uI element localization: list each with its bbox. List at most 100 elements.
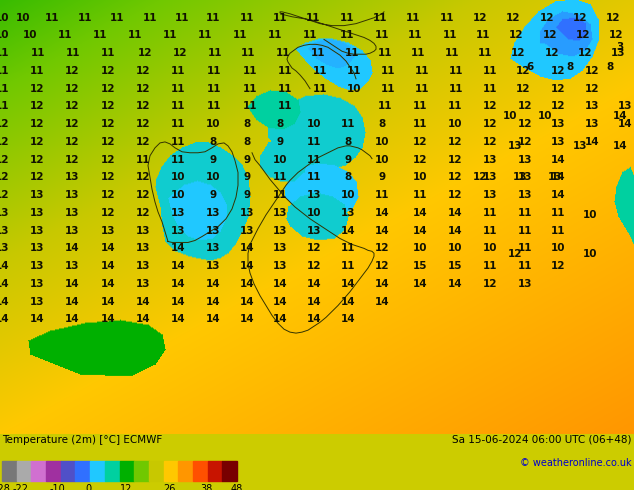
Text: 10: 10 xyxy=(413,172,427,182)
Text: 13: 13 xyxy=(171,225,185,236)
Text: 12: 12 xyxy=(543,30,557,41)
Text: 15: 15 xyxy=(413,261,427,271)
Text: 12: 12 xyxy=(101,137,115,147)
Text: 9: 9 xyxy=(209,155,217,165)
Text: 11: 11 xyxy=(381,66,395,76)
Text: 12: 12 xyxy=(518,137,533,147)
Text: 14: 14 xyxy=(307,314,321,324)
Text: 11: 11 xyxy=(206,13,220,23)
Bar xyxy=(207,461,223,481)
Text: 11: 11 xyxy=(243,66,257,76)
Text: 12: 12 xyxy=(65,155,79,165)
Text: 10: 10 xyxy=(413,244,427,253)
Text: 12: 12 xyxy=(0,137,10,147)
Text: 14: 14 xyxy=(307,279,321,289)
Bar xyxy=(31,461,46,481)
Text: -10: -10 xyxy=(50,484,65,490)
Text: 11: 11 xyxy=(303,30,317,41)
Text: 14: 14 xyxy=(375,225,389,236)
Text: 14: 14 xyxy=(240,244,254,253)
Text: 12: 12 xyxy=(482,101,497,111)
Text: 11: 11 xyxy=(478,48,492,58)
Text: 13: 13 xyxy=(551,137,566,147)
Text: 8: 8 xyxy=(378,119,385,129)
Text: 12: 12 xyxy=(448,190,462,200)
Text: 14: 14 xyxy=(551,172,566,182)
Text: 11: 11 xyxy=(243,101,257,111)
Bar xyxy=(46,461,61,481)
Text: 13: 13 xyxy=(482,155,497,165)
Text: 12: 12 xyxy=(101,190,115,200)
Text: 14: 14 xyxy=(273,296,287,307)
Text: 8: 8 xyxy=(606,62,614,72)
Bar xyxy=(164,461,178,481)
Text: 8: 8 xyxy=(566,62,574,72)
Text: 10: 10 xyxy=(448,119,462,129)
Text: 10: 10 xyxy=(583,210,597,220)
Text: 12: 12 xyxy=(518,101,533,111)
Text: 11: 11 xyxy=(413,119,427,129)
Text: 12: 12 xyxy=(585,84,599,94)
Text: 11: 11 xyxy=(31,48,45,58)
Text: 14: 14 xyxy=(205,279,220,289)
Text: 10: 10 xyxy=(448,244,462,253)
Text: 12: 12 xyxy=(172,48,187,58)
Bar xyxy=(119,461,134,481)
Text: 12: 12 xyxy=(30,137,44,147)
Text: 11: 11 xyxy=(307,155,321,165)
Text: 14: 14 xyxy=(205,296,220,307)
Text: 12: 12 xyxy=(307,261,321,271)
Bar xyxy=(75,461,90,481)
Text: 11: 11 xyxy=(482,208,497,218)
Text: 11: 11 xyxy=(171,119,185,129)
Text: 14: 14 xyxy=(240,314,254,324)
Text: 11: 11 xyxy=(449,84,463,94)
Text: 8: 8 xyxy=(243,119,250,129)
Text: 12: 12 xyxy=(375,261,389,271)
Text: 11: 11 xyxy=(0,101,10,111)
Text: 11: 11 xyxy=(448,101,462,111)
Text: 11: 11 xyxy=(482,66,497,76)
Text: 11: 11 xyxy=(171,137,185,147)
Text: 12: 12 xyxy=(585,66,599,76)
Text: 12: 12 xyxy=(609,30,623,41)
Text: 15: 15 xyxy=(448,261,462,271)
Text: 11: 11 xyxy=(482,225,497,236)
Text: 11: 11 xyxy=(415,66,429,76)
Text: 11: 11 xyxy=(127,30,142,41)
Text: -28: -28 xyxy=(0,484,10,490)
Text: 11: 11 xyxy=(0,66,10,76)
Text: 13: 13 xyxy=(0,244,10,253)
Text: 12: 12 xyxy=(136,66,150,76)
Text: 13: 13 xyxy=(585,101,599,111)
Text: 12: 12 xyxy=(136,172,150,182)
Text: 14: 14 xyxy=(136,296,150,307)
Text: 11: 11 xyxy=(171,155,185,165)
Text: 12: 12 xyxy=(65,101,79,111)
Text: 13: 13 xyxy=(513,172,527,182)
Bar xyxy=(193,461,207,481)
Text: 11: 11 xyxy=(0,84,10,94)
Text: 14: 14 xyxy=(171,261,185,271)
Text: 12: 12 xyxy=(605,13,620,23)
Text: 11: 11 xyxy=(143,13,157,23)
Text: 12: 12 xyxy=(30,119,44,129)
Text: 12: 12 xyxy=(136,101,150,111)
Text: 13: 13 xyxy=(136,244,150,253)
Text: 14: 14 xyxy=(0,261,10,271)
Text: 13: 13 xyxy=(618,101,632,111)
Text: 11: 11 xyxy=(406,13,420,23)
Text: 12: 12 xyxy=(136,84,150,94)
Text: 13: 13 xyxy=(30,279,44,289)
Text: 12: 12 xyxy=(540,13,554,23)
Text: 11: 11 xyxy=(276,48,290,58)
Text: 10: 10 xyxy=(206,119,220,129)
Text: 14: 14 xyxy=(101,244,115,253)
Text: 9: 9 xyxy=(276,137,283,147)
Bar xyxy=(223,461,237,481)
Text: 12: 12 xyxy=(0,190,10,200)
Text: 14: 14 xyxy=(375,279,389,289)
Text: 12: 12 xyxy=(30,84,44,94)
Text: 11: 11 xyxy=(313,84,327,94)
Text: 13: 13 xyxy=(273,225,287,236)
